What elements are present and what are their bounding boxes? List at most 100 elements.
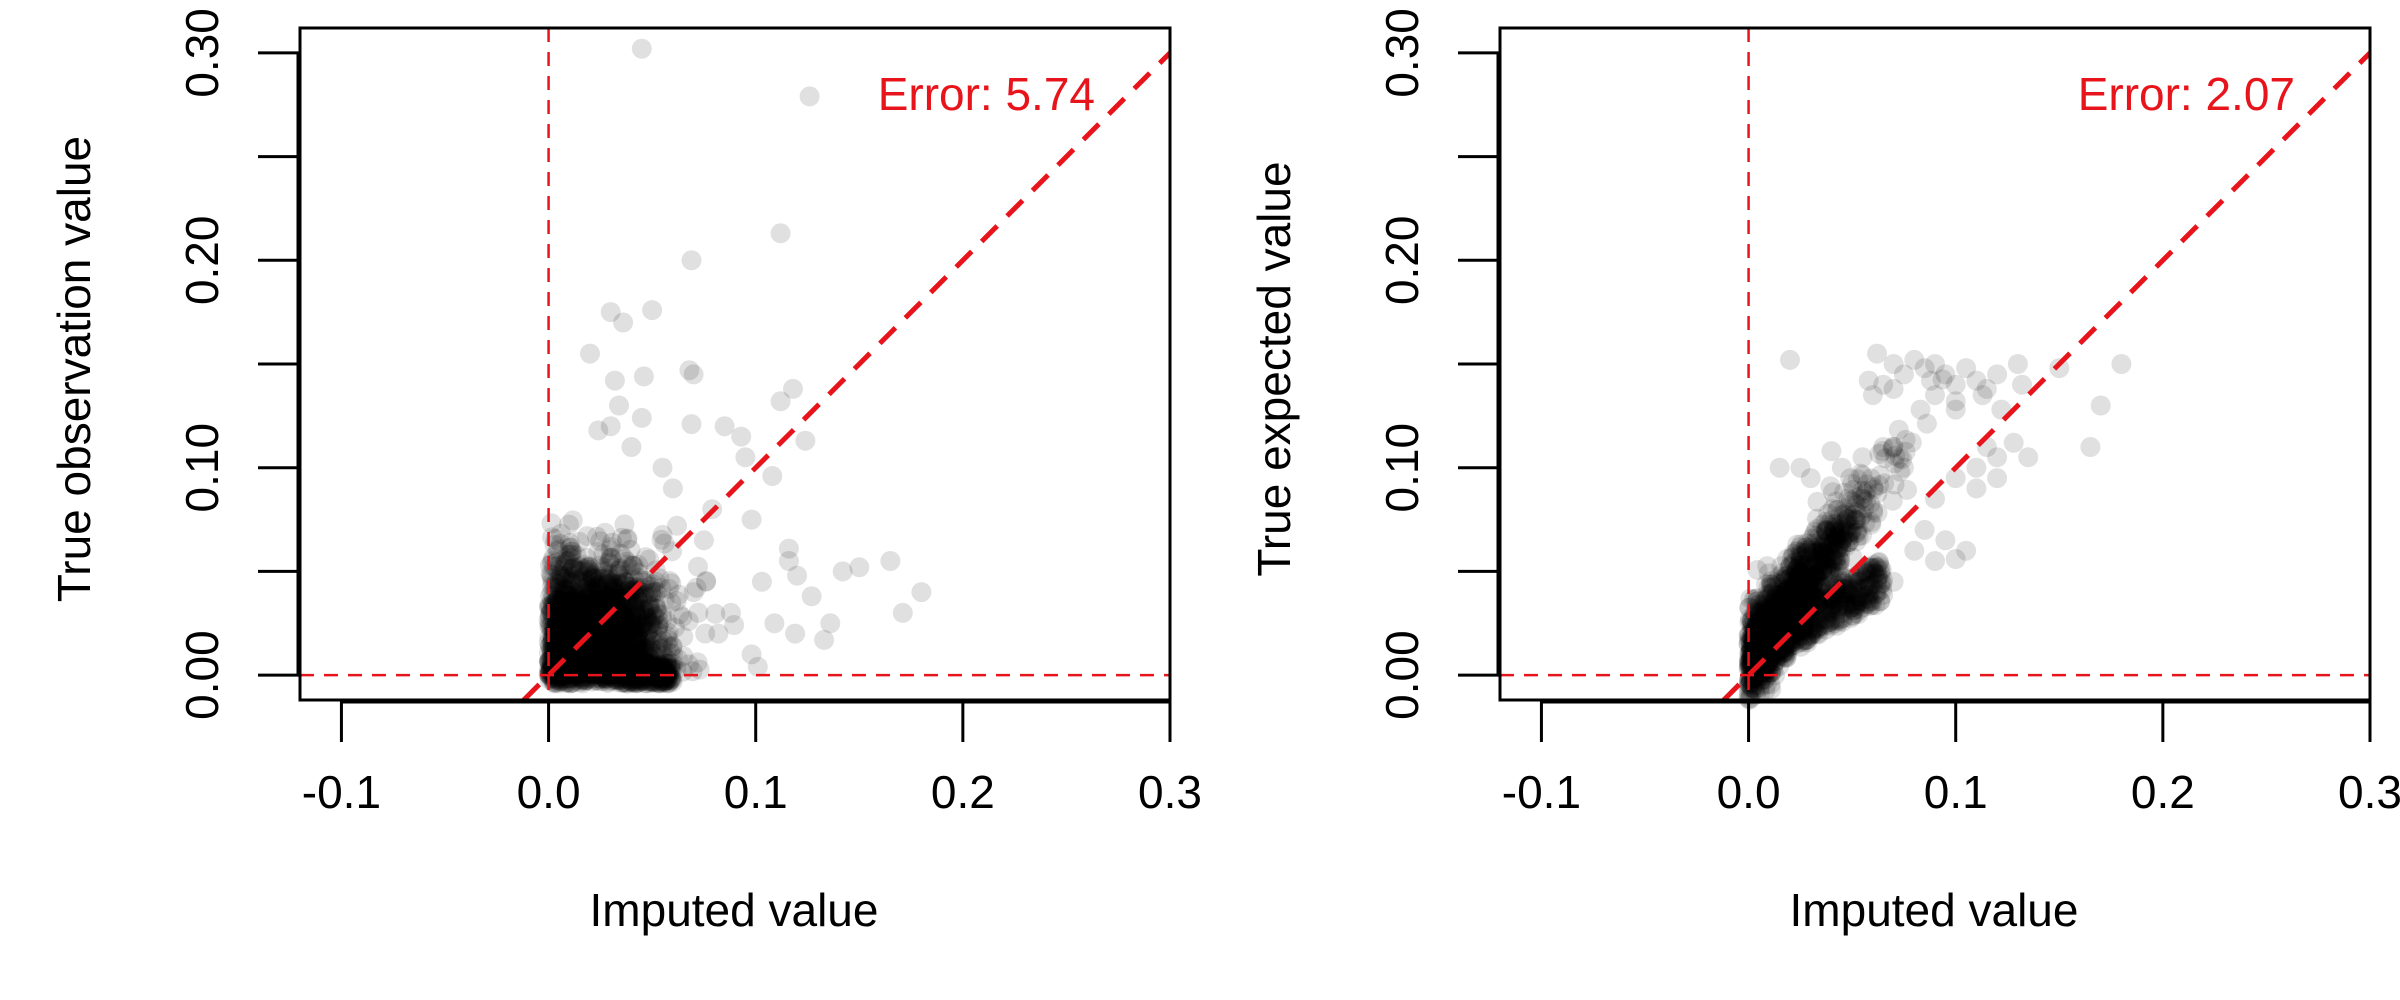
scatter-point — [617, 551, 637, 572]
scatter-point — [564, 625, 585, 646]
scatter-point — [554, 624, 575, 645]
scatter-point — [627, 581, 648, 602]
scatter-point — [546, 663, 567, 684]
scatter-point — [555, 619, 576, 640]
scatter-point — [546, 654, 566, 674]
scatter-point — [581, 567, 602, 588]
scatter-point — [545, 572, 566, 593]
scatter-point — [559, 604, 580, 625]
scatter-point — [582, 654, 602, 675]
scatter-point — [614, 661, 635, 682]
scatter-point — [610, 543, 631, 564]
scatter-point — [633, 663, 654, 683]
scatter-point — [570, 646, 591, 667]
scatter-point — [608, 640, 629, 661]
scatter-point — [563, 661, 584, 682]
scatter-points-left — [538, 38, 932, 694]
scatter-point — [1846, 502, 1867, 523]
scatter-point — [620, 655, 640, 676]
scatter-point — [569, 615, 590, 636]
scatter-point — [577, 652, 598, 673]
scatter-point — [550, 625, 571, 646]
scatter-point — [541, 565, 562, 586]
scatter-point — [612, 650, 633, 671]
scatter-points-right — [1738, 343, 2132, 710]
scatter-point — [607, 621, 628, 642]
scatter-point — [633, 599, 654, 619]
scatter-point — [621, 653, 642, 674]
scatter-point — [627, 622, 648, 643]
scatter-point — [587, 591, 608, 612]
scatter-point — [649, 662, 670, 683]
scatter-point — [607, 645, 628, 666]
scatter-point — [661, 592, 682, 613]
scatter-point — [570, 571, 591, 592]
scatter-point — [584, 565, 605, 586]
scatter-point — [597, 574, 618, 595]
scatter-point — [639, 618, 660, 639]
scatter-point — [631, 656, 652, 677]
scatter-point — [549, 565, 570, 585]
scatter-point — [591, 621, 612, 642]
scatter-point — [561, 616, 582, 637]
scatter-point — [600, 662, 621, 682]
scatter-point — [625, 599, 646, 620]
scatter-point — [617, 609, 638, 630]
scatter-point — [590, 661, 611, 682]
scatter-point — [584, 594, 605, 615]
scatter-point — [567, 649, 588, 670]
scatter-point — [626, 624, 647, 645]
scatter-point — [572, 606, 592, 627]
scatter-point — [615, 572, 636, 593]
y-axis-label-right: True expected value — [1248, 161, 1300, 576]
scatter-point — [582, 655, 603, 675]
scatter-point — [556, 633, 577, 654]
scatter-point — [573, 599, 594, 620]
scatter-point — [540, 598, 561, 618]
scatter-point — [605, 614, 626, 635]
scatter-point — [588, 420, 609, 441]
scatter-point — [589, 657, 610, 678]
scatter-point — [648, 668, 669, 689]
scatter-point — [545, 643, 566, 664]
scatter-point — [577, 597, 598, 618]
scatter-point — [1862, 561, 1883, 582]
scatter-point — [556, 626, 577, 647]
x-tick-label: 0.2 — [931, 766, 995, 818]
scatter-point — [628, 591, 649, 612]
scatter-point — [849, 557, 870, 578]
scatter-point — [1935, 530, 1956, 551]
scatter-point — [647, 668, 668, 689]
scatter-point — [635, 612, 656, 633]
scatter-point — [574, 651, 595, 672]
scatter-point — [552, 635, 573, 656]
scatter-point — [606, 601, 627, 622]
scatter-point — [658, 622, 679, 643]
scatter-point — [541, 513, 562, 534]
scatter-point — [574, 654, 595, 675]
x-tick-label: 0.2 — [2131, 766, 2195, 818]
y-axis-right: 0.00 0.10 0.20 0.30 — [1376, 8, 1500, 720]
scatter-point — [613, 622, 634, 643]
scatter-point — [653, 645, 674, 666]
scatter-point — [580, 609, 601, 630]
scatter-point — [541, 644, 562, 665]
scatter-point — [708, 623, 729, 644]
scatter-point — [595, 630, 616, 651]
scatter-point — [658, 630, 679, 651]
scatter-point — [619, 636, 640, 657]
scatter-point — [582, 568, 602, 589]
scatter-point — [628, 639, 649, 660]
scatter-point — [633, 614, 654, 634]
scatter-point — [1821, 441, 1842, 462]
scatter-point — [551, 597, 572, 618]
scatter-point — [640, 661, 661, 682]
scatter-point — [572, 649, 593, 670]
scatter-point — [628, 672, 649, 693]
scatter-point — [659, 656, 680, 677]
scatter-point — [669, 604, 690, 625]
scatter-point — [541, 640, 562, 661]
scatter-point — [572, 661, 593, 682]
scatter-point — [615, 608, 636, 629]
scatter-point — [653, 663, 674, 684]
